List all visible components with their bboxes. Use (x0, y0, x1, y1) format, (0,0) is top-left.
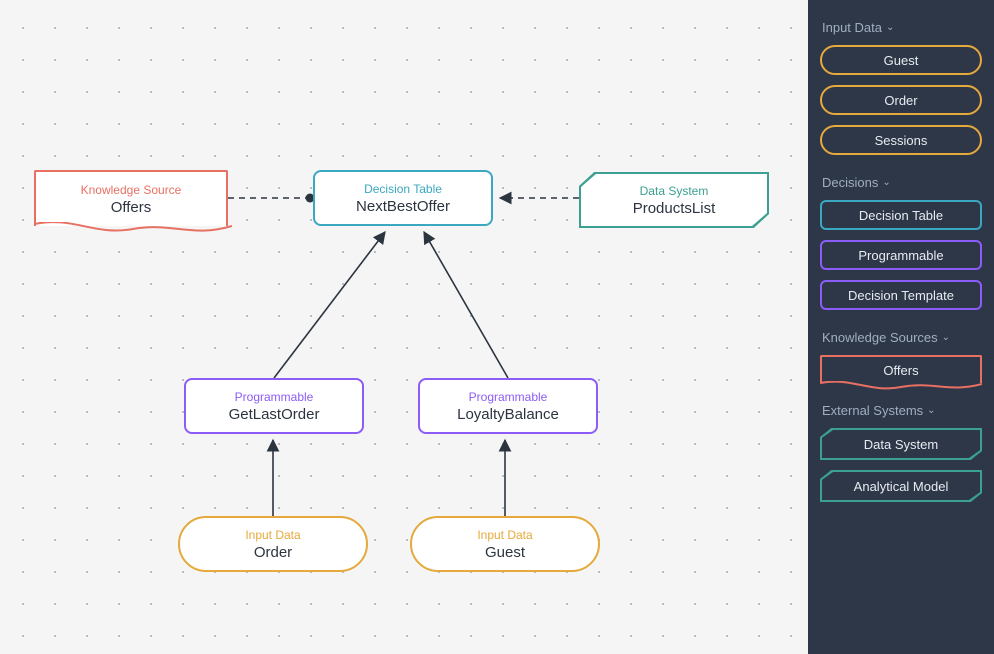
node-label: Order (254, 544, 292, 561)
panel-title: Input Data (822, 20, 882, 35)
palette-item-guest[interactable]: Guest (820, 45, 982, 75)
node-decision-table-nextbestoffer[interactable]: Decision Table NextBestOffer (313, 170, 493, 226)
wave-bottom (34, 222, 232, 236)
diagram-canvas[interactable]: Knowledge Source Offers Decision Table N… (0, 0, 808, 654)
node-type-label: Programmable (235, 390, 314, 404)
node-type-label: Input Data (477, 528, 532, 542)
panel-header-decisions[interactable]: Decisions ⌄ (822, 175, 982, 190)
chevron-down-icon: ⌄ (882, 177, 890, 188)
node-label: GetLastOrder (229, 406, 320, 423)
panel-items-knowledge-sources: Offers (820, 355, 982, 383)
panel-header-input-data[interactable]: Input Data ⌄ (822, 20, 982, 35)
node-label: LoyaltyBalance (457, 406, 559, 423)
node-type-label: Decision Table (364, 182, 442, 196)
chevron-down-icon: ⌄ (886, 22, 894, 33)
node-programmable-getlastorder[interactable]: Programmable GetLastOrder (184, 378, 364, 434)
palette-item-label: Guest (884, 53, 919, 68)
panel-items-external-systems: Data System Analytical Model (820, 428, 982, 502)
node-type-label: Input Data (245, 528, 300, 542)
node-type-label: Programmable (469, 390, 548, 404)
panel-title: External Systems (822, 403, 923, 418)
panel-items-input-data: Guest Order Sessions (820, 45, 982, 155)
palette-item-decision-template[interactable]: Decision Template (820, 280, 982, 310)
palette-sidebar: Input Data ⌄ Guest Order Sessions Decisi… (808, 0, 994, 654)
node-type-label: Data System (640, 184, 709, 198)
palette-item-label: Offers (883, 363, 918, 378)
panel-title: Decisions (822, 175, 878, 190)
node-data-system-productslist[interactable]: Data System ProductsList (579, 172, 769, 228)
node-input-data-guest[interactable]: Input Data Guest (410, 516, 600, 572)
edge-progR-to-dt (424, 232, 508, 378)
node-knowledge-source-offers[interactable]: Knowledge Source Offers (34, 170, 228, 226)
palette-item-order[interactable]: Order (820, 85, 982, 115)
wave-bottom (820, 381, 982, 391)
palette-item-label: Order (884, 93, 917, 108)
palette-item-label: Sessions (875, 133, 928, 148)
palette-item-label: Programmable (858, 248, 943, 263)
edge-progL-to-dt (274, 232, 385, 378)
panel-title: Knowledge Sources (822, 330, 938, 345)
chevron-down-icon: ⌄ (927, 405, 935, 416)
palette-item-analytical-model[interactable]: Analytical Model (820, 470, 982, 502)
panel-header-external-systems[interactable]: External Systems ⌄ (822, 403, 982, 418)
palette-item-label: Data System (822, 430, 980, 458)
chevron-down-icon: ⌄ (942, 332, 950, 343)
panel-header-knowledge-sources[interactable]: Knowledge Sources ⌄ (822, 330, 982, 345)
palette-item-sessions[interactable]: Sessions (820, 125, 982, 155)
node-type-label: Knowledge Source (81, 183, 182, 197)
node-programmable-loyaltybalance[interactable]: Programmable LoyaltyBalance (418, 378, 598, 434)
connectors-layer (0, 0, 808, 654)
node-label: NextBestOffer (356, 198, 450, 215)
panel-items-decisions: Decision Table Programmable Decision Tem… (820, 200, 982, 310)
palette-item-label: Decision Table (859, 208, 943, 223)
palette-item-label: Analytical Model (822, 472, 980, 500)
palette-item-programmable[interactable]: Programmable (820, 240, 982, 270)
palette-item-data-system[interactable]: Data System (820, 428, 982, 460)
palette-item-offers[interactable]: Offers (820, 355, 982, 383)
node-label: ProductsList (633, 200, 716, 217)
node-input-data-order[interactable]: Input Data Order (178, 516, 368, 572)
node-label: Offers (111, 199, 152, 216)
palette-item-label: Decision Template (848, 288, 954, 303)
node-label: Guest (485, 544, 525, 561)
palette-item-decision-table[interactable]: Decision Table (820, 200, 982, 230)
